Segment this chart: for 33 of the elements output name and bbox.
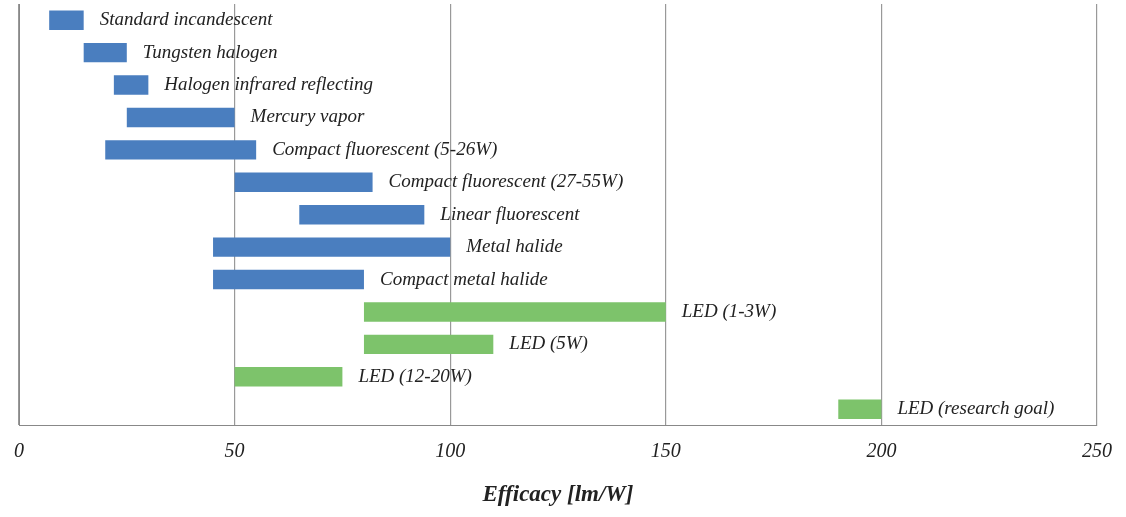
bar (113, 75, 149, 95)
bar (234, 172, 373, 193)
bar (83, 42, 127, 63)
x-axis-title: Efficacy [lm/W] (481, 481, 634, 507)
bar (213, 269, 364, 290)
y-tick-label: Compact metal halide (379, 267, 548, 289)
bar (234, 367, 343, 387)
x-tick-label: 200 (866, 438, 897, 461)
bar (126, 107, 235, 128)
y-tick-label: LED (research goal) (896, 397, 1055, 420)
x-tick-label: 0 (14, 438, 24, 461)
x-tick-label: 50 (224, 438, 245, 461)
y-tick-label: Halogen infrared reflecting (163, 73, 373, 95)
x-tick-label: 150 (650, 438, 681, 461)
y-tick-label: LED (12-20W) (357, 364, 472, 387)
y-tick-label: Compact fluorescent (27-55W) (388, 170, 624, 193)
bar (363, 334, 494, 355)
bar (363, 302, 666, 322)
y-tick-label: Linear fluorescent (439, 202, 581, 224)
y-tick-label: Compact fluorescent (5-26W) (272, 137, 498, 160)
bar (49, 10, 84, 30)
bar (213, 237, 451, 257)
y-tick-label: LED (5W) (508, 332, 588, 355)
bar (299, 204, 425, 225)
y-tick-label: LED (1-3W) (680, 299, 777, 322)
y-tick-label: Tungsten halogen (142, 40, 278, 62)
y-tick-label: Metal halide (465, 235, 563, 257)
x-tick-label: 250 (1082, 438, 1112, 461)
x-tick-label: 100 (435, 438, 466, 461)
y-tick-label: Mercury vapor (249, 105, 365, 127)
y-tick-label: Standard incandescent (99, 8, 274, 30)
bar (105, 140, 257, 160)
bar (838, 399, 882, 419)
